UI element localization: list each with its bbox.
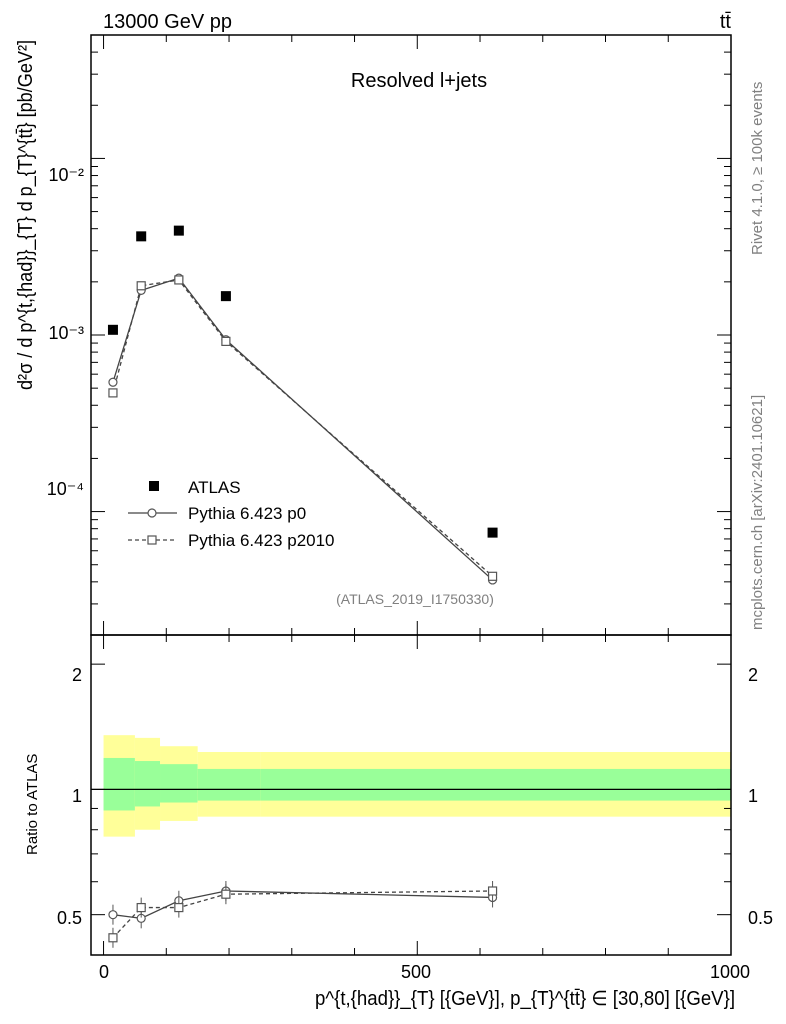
- legend: ATLAS Pythia 6.423 p0 Pythia 6.423 p2010: [128, 478, 335, 550]
- ratio-green-band-bin-4: [260, 768, 731, 801]
- data-markers: [107, 225, 498, 948]
- series-lines: [112, 277, 494, 939]
- ratio-p0-line: [112, 890, 493, 919]
- x-axis-title: p^{t,{had}}_{T} [{GeV}], p_{T}^{tt̄} ∈ […: [315, 988, 735, 1010]
- ratio-green-band-bin-2: [160, 764, 198, 803]
- ratio-tick-label-1-right: 1: [748, 786, 758, 806]
- x-tick-label-0: 0: [99, 962, 109, 982]
- ratio-green-band-bin-1: [134, 761, 161, 807]
- ratio-tick-label-2-left: 2: [72, 665, 82, 685]
- mcplots-label: mcplots.cern.ch [arXiv:2401.10621]: [749, 395, 766, 630]
- legend-p0-label: Pythia 6.423 p0: [188, 504, 306, 523]
- analysis-id: (ATLAS_2019_I1750330): [336, 591, 494, 607]
- ratio-tick-label-1-left: 1: [72, 786, 82, 806]
- process-label: tt̄: [720, 11, 732, 33]
- y-tick-label-1e-3: 10⁻³: [48, 323, 84, 343]
- p2010-point-4: [487, 571, 498, 581]
- ratio-plot-frame: [90, 634, 732, 956]
- legend-atlas-label: ATLAS: [188, 478, 241, 497]
- legend-p0-marker: [147, 508, 157, 518]
- ratio-tick-label-2-right: 2: [748, 665, 758, 685]
- ratio-green-band-bin-3: [197, 768, 261, 801]
- y-tick-label-1e-4: 10⁻⁴: [47, 479, 84, 499]
- axis-ticks: [91, 34, 732, 955]
- p2010-point-0: [108, 388, 118, 398]
- ratio-tick-label-0.5-left: 0.5: [57, 908, 82, 928]
- y-tick-label-1e-2: 10⁻²: [48, 165, 84, 185]
- p0-point-0: [108, 377, 118, 387]
- x-tick-label-500: 500: [401, 962, 431, 982]
- main-plot-frame: [90, 34, 732, 636]
- ratio-p2010-point-0: [108, 933, 118, 943]
- ratio-p2010-point-2: [174, 902, 184, 913]
- ratio-p2010-point-1: [136, 902, 146, 913]
- rivet-version-label: Rivet 4.1.0, ≥ 100k events: [749, 82, 766, 255]
- legend-atlas-marker: [149, 481, 159, 491]
- ratio-green-band-bin-0: [103, 757, 135, 811]
- ratio-p2010-point-3: [221, 889, 231, 899]
- legend-p2010-marker: [147, 535, 157, 545]
- y-axis-title-main: d²σ / d p^{t,{had}}_{T} d p_{T}^{tt̄} [p…: [15, 40, 37, 390]
- legend-p2010-label: Pythia 6.423 p2010: [188, 531, 335, 550]
- ratio-p2010-point-4: [487, 886, 498, 896]
- y-axis-title-ratio: Ratio to ATLAS: [24, 754, 41, 855]
- atlas-point-3: [220, 291, 231, 302]
- x-tick-label-1000: 1000: [710, 962, 750, 982]
- p2010-point-1: [136, 281, 146, 291]
- p2010-point-3: [221, 336, 231, 346]
- panel-title: Resolved l+jets: [351, 70, 487, 92]
- energy-label: 13000 GeV pp: [103, 11, 232, 33]
- ratio-uncertainty-bands: [91, 735, 731, 837]
- atlas-point-2: [173, 225, 184, 236]
- atlas-point-4: [487, 527, 498, 538]
- ratio-tick-label-0.5-right: 0.5: [748, 908, 773, 928]
- ratio-p2010-line: [112, 890, 493, 939]
- atlas-point-1: [136, 231, 147, 242]
- atlas-point-0: [107, 324, 118, 335]
- p2010-point-2: [174, 275, 184, 285]
- ratio-p0-point-0: [108, 910, 118, 920]
